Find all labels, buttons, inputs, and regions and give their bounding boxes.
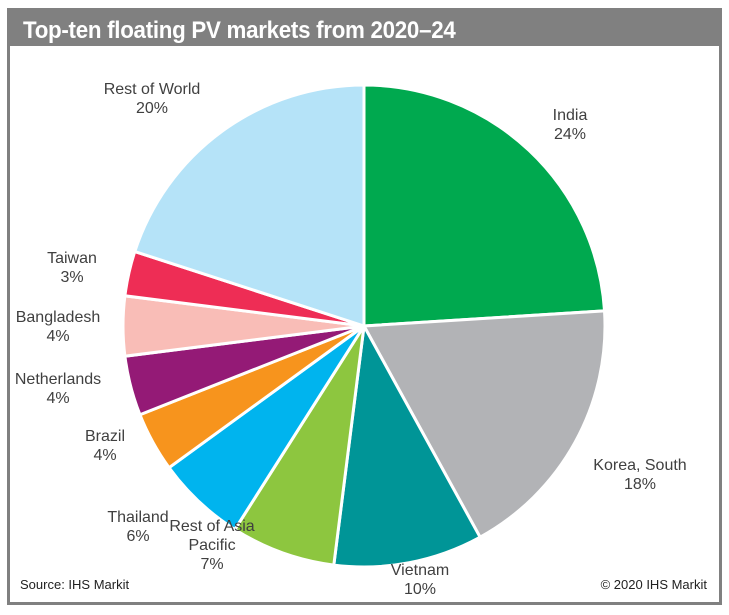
slice-label-thailand: Thailand 6% [107,509,168,545]
slice-label-brazil: Brazil 4% [85,428,125,464]
pie-labels: India 24% Korea, South 18% Vietnam 10% Rest of… [15,81,687,598]
source-note: Source: IHS Markit [20,577,130,592]
slice-label-rest-of-asia-pacific: Rest of Asia Pacific 7% [169,518,254,573]
pie-slice-vietnam [332,321,483,569]
chart-title: Top-ten floating PV markets from 2020–24 [23,17,456,44]
pie-slice-india [362,83,607,328]
slice-label-netherlands: Netherlands 4% [15,371,101,407]
pie-slice-rest-of-asia-pacific [232,325,366,567]
slice-label-india: India 24% [553,107,588,143]
copyright-note: © 2020 IHS Markit [600,577,707,592]
slice-label-taiwan: Taiwan 3% [47,250,97,286]
pie-slice-korea-south [361,309,607,540]
slice-label-bangladesh: Bangladesh 4% [16,309,101,345]
slice-label-vietnam: Vietnam 10% [391,562,449,598]
slice-label-rest-of-world: Rest of World 20% [104,81,201,117]
title-bar: Top-ten floating PV markets from 2020–24 [7,8,722,46]
pie-slices [121,83,607,569]
pie-slice-rest-of-world [132,83,366,329]
slice-label-korea-south: Korea, South 18% [593,457,686,493]
